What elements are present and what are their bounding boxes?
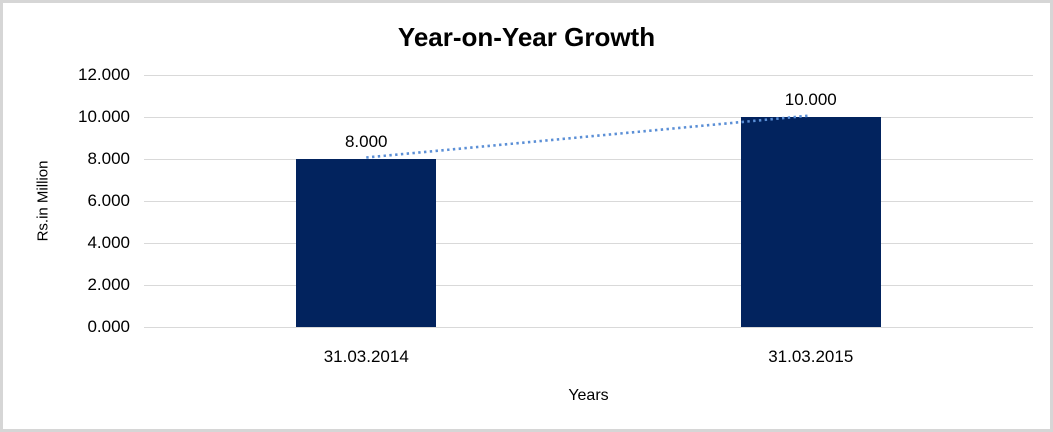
y-axis-tick-label: 2.000 bbox=[87, 275, 130, 294]
bar-value-label: 10.000 bbox=[784, 90, 837, 109]
bar bbox=[296, 159, 437, 327]
bar bbox=[740, 117, 881, 327]
gridline bbox=[144, 243, 1033, 244]
trendline-segment bbox=[366, 114, 811, 159]
x-category-label: 31.03.2015 bbox=[768, 347, 854, 366]
x-axis-title: Years bbox=[568, 387, 609, 404]
y-axis-tick-label: 6.000 bbox=[87, 191, 130, 210]
chart-title: Year-on-Year Growth bbox=[397, 22, 656, 52]
y-axis-title: Rs.in Million bbox=[34, 160, 52, 242]
trendline bbox=[366, 114, 811, 159]
gridline bbox=[144, 117, 1033, 118]
y-axis-tick-label: 0.000 bbox=[87, 317, 130, 336]
plot-area: 8.000 10.000 bbox=[144, 75, 1033, 328]
y-axis-tick-label: 12.000 bbox=[78, 65, 130, 84]
y-axis-tick-label: 8.000 bbox=[87, 149, 130, 168]
y-axis-tick-label: 4.000 bbox=[87, 233, 130, 252]
gridline bbox=[144, 201, 1033, 202]
gridline bbox=[144, 159, 1033, 160]
bar-value-label: 8.000 bbox=[344, 132, 388, 151]
gridline bbox=[144, 327, 1033, 328]
gridline bbox=[144, 285, 1033, 286]
gridline bbox=[144, 75, 1033, 76]
x-category-label: 31.03.2014 bbox=[323, 347, 409, 366]
y-axis-tick-label: 10.000 bbox=[78, 107, 130, 126]
